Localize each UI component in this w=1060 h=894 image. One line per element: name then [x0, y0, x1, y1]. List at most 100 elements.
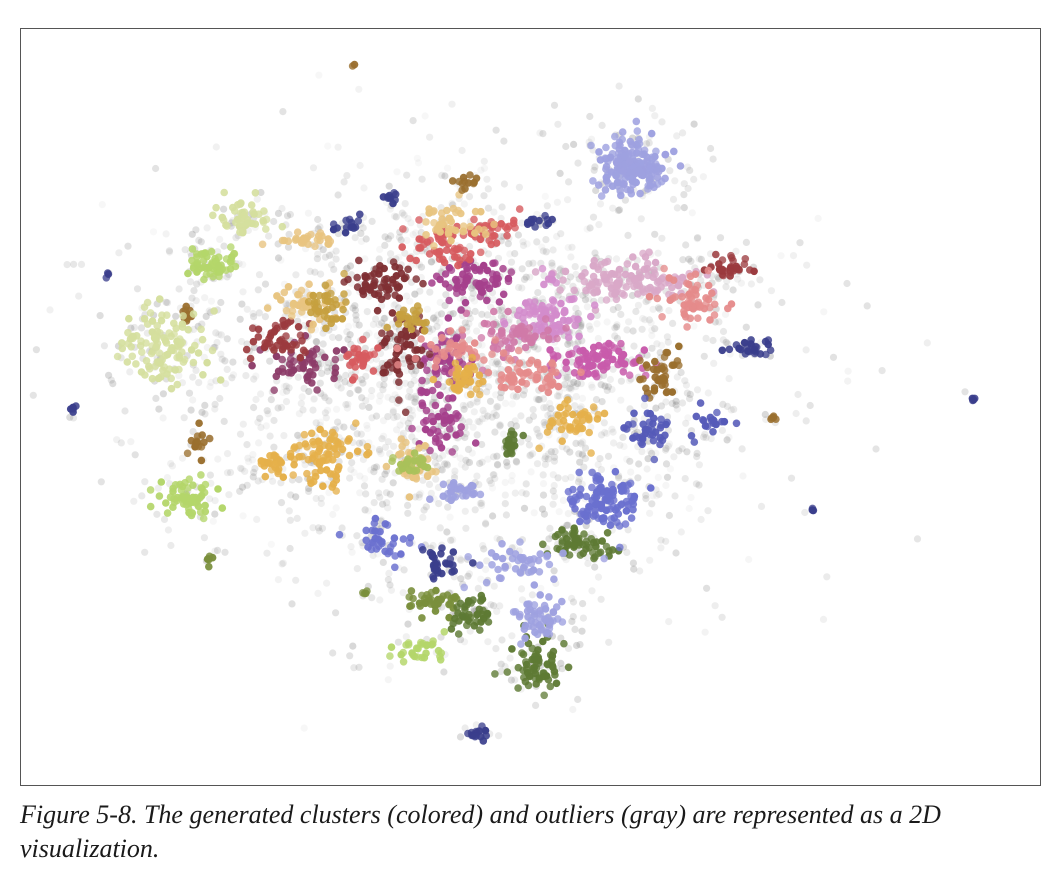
- outlier-point: [334, 418, 342, 426]
- cluster-point: [405, 354, 413, 362]
- cluster-point: [740, 260, 749, 268]
- cluster-point: [128, 352, 137, 361]
- outlier-point: [598, 398, 606, 406]
- cluster-point: [383, 521, 392, 529]
- cluster-point: [299, 346, 308, 355]
- outlier-point: [220, 242, 228, 250]
- cluster-point: [444, 314, 453, 322]
- cluster-point: [429, 637, 437, 645]
- cluster-point: [382, 462, 391, 471]
- cluster-point: [500, 374, 509, 382]
- cluster-point: [503, 668, 512, 676]
- outlier-point: [578, 440, 586, 448]
- outlier-point: [409, 231, 417, 239]
- cluster-point: [477, 334, 486, 342]
- outlier-point: [477, 501, 486, 510]
- cluster-point: [260, 207, 268, 215]
- outlier-point: [278, 204, 286, 213]
- outlier-point: [577, 439, 585, 447]
- outlier-point: [578, 627, 586, 635]
- outlier-point: [346, 389, 354, 398]
- cluster-point: [420, 653, 429, 662]
- cluster-point: [575, 332, 583, 341]
- outlier-point: [539, 480, 548, 488]
- outlier-point: [421, 112, 429, 120]
- cluster-point: [706, 413, 715, 422]
- outlier-point: [251, 465, 259, 473]
- cluster-point: [618, 487, 626, 495]
- cluster-point: [305, 280, 313, 288]
- cluster-point: [476, 626, 484, 634]
- outlier-point: [350, 468, 358, 477]
- cluster-point: [660, 264, 668, 273]
- cluster-point: [641, 425, 650, 434]
- outlier-point: [368, 594, 376, 602]
- outlier-point: [566, 448, 574, 456]
- cluster-point: [594, 181, 603, 189]
- cluster-point: [583, 509, 592, 517]
- outlier-point: [189, 373, 197, 381]
- outlier-point: [615, 206, 624, 214]
- outlier-point: [315, 527, 323, 535]
- cluster-point: [412, 256, 421, 265]
- outlier-point: [560, 381, 569, 389]
- cluster-point: [501, 564, 509, 572]
- cluster-point: [374, 344, 382, 352]
- outlier-point: [100, 342, 108, 350]
- outlier-point: [186, 278, 194, 286]
- outlier-point: [451, 471, 459, 479]
- outlier-point: [238, 483, 247, 491]
- cluster-point: [309, 320, 317, 329]
- cluster-point: [281, 339, 289, 348]
- cluster-point: [197, 456, 206, 465]
- cluster-point: [209, 272, 217, 281]
- outlier-point: [187, 406, 195, 414]
- outlier-point: [497, 660, 505, 668]
- outlier-point: [745, 555, 753, 564]
- cluster-point: [466, 390, 475, 399]
- cluster-point: [585, 428, 593, 437]
- cluster-point: [431, 434, 440, 443]
- outlier-point: [561, 384, 569, 392]
- outlier-point: [391, 391, 399, 399]
- outlier-point: [261, 280, 270, 288]
- outlier-point: [697, 255, 705, 263]
- outlier-point: [403, 236, 411, 244]
- outlier-point: [657, 402, 666, 410]
- outlier-point: [961, 388, 969, 396]
- cluster-point: [556, 286, 564, 294]
- cluster-point: [294, 323, 303, 331]
- cluster-point: [425, 350, 434, 359]
- outlier-point: [533, 345, 541, 353]
- cluster-point: [476, 561, 484, 569]
- outlier-point: [412, 367, 420, 375]
- outlier-point: [368, 386, 376, 395]
- outlier-point: [494, 461, 502, 469]
- cluster-point: [607, 168, 615, 176]
- outlier-point: [483, 388, 491, 396]
- outlier-point: [563, 445, 571, 453]
- outlier-point: [347, 543, 355, 551]
- outlier-point: [617, 377, 626, 385]
- outlier-point: [634, 95, 642, 103]
- cluster-point: [568, 500, 577, 509]
- cluster-point: [598, 537, 606, 545]
- cluster-point: [305, 355, 314, 363]
- cluster-point: [175, 365, 183, 374]
- cluster-point: [383, 275, 391, 283]
- cluster-point: [691, 270, 700, 278]
- outlier-point: [693, 386, 702, 394]
- outlier-point: [115, 249, 123, 257]
- outlier-point: [640, 401, 648, 410]
- cluster-point: [362, 536, 371, 545]
- outlier-point: [693, 453, 701, 461]
- cluster-point: [374, 289, 383, 298]
- outlier-point: [376, 493, 384, 501]
- outlier-point: [662, 398, 670, 406]
- outlier-point: [501, 399, 510, 407]
- outlier-point: [415, 425, 423, 433]
- outlier-point: [344, 400, 352, 408]
- outlier-point: [223, 335, 231, 343]
- cluster-point: [437, 209, 446, 217]
- outlier-point: [530, 509, 538, 517]
